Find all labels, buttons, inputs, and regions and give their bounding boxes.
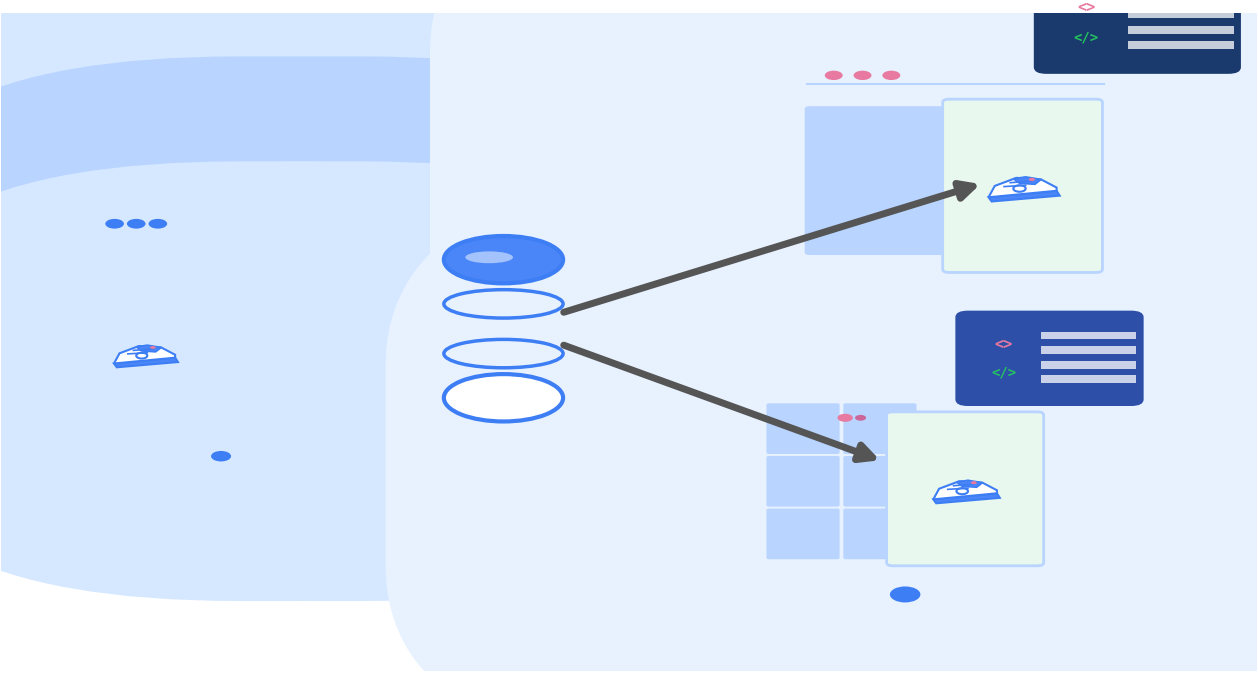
FancyBboxPatch shape: [386, 169, 1258, 673]
Circle shape: [838, 414, 853, 422]
Circle shape: [882, 71, 901, 80]
Bar: [1128, 0, 1234, 2]
FancyBboxPatch shape: [825, 288, 945, 320]
FancyBboxPatch shape: [766, 509, 839, 559]
FancyBboxPatch shape: [728, 598, 1082, 617]
Text: blog.example: blog.example: [874, 358, 1023, 378]
Circle shape: [150, 346, 156, 349]
Ellipse shape: [465, 252, 513, 263]
Text: <>: <>: [995, 337, 1013, 352]
Circle shape: [148, 219, 167, 229]
Circle shape: [889, 586, 921, 602]
Bar: [1128, 26, 1234, 34]
Polygon shape: [933, 481, 996, 499]
FancyBboxPatch shape: [0, 87, 741, 500]
Bar: [1128, 10, 1234, 18]
FancyBboxPatch shape: [766, 403, 839, 454]
Text: </>: </>: [1074, 31, 1099, 45]
FancyBboxPatch shape: [0, 11, 751, 436]
Circle shape: [938, 295, 972, 313]
Text: </>: </>: [991, 365, 1016, 380]
Ellipse shape: [444, 236, 564, 283]
Bar: [1042, 347, 1136, 354]
Circle shape: [971, 481, 976, 484]
Polygon shape: [114, 346, 175, 363]
Polygon shape: [1013, 177, 1042, 184]
Text: Shared
Storage: Shared Storage: [457, 457, 550, 500]
Bar: [1042, 332, 1136, 339]
FancyBboxPatch shape: [805, 106, 956, 255]
FancyBboxPatch shape: [766, 456, 839, 507]
Polygon shape: [114, 357, 177, 367]
FancyBboxPatch shape: [68, 277, 221, 435]
FancyBboxPatch shape: [966, 288, 1086, 320]
FancyBboxPatch shape: [738, 354, 1072, 577]
Text: news.example: news.example: [820, 647, 977, 667]
Bar: [1128, 41, 1234, 49]
Text: <>: <>: [1077, 0, 1096, 15]
FancyBboxPatch shape: [843, 456, 917, 507]
Polygon shape: [136, 345, 161, 352]
Circle shape: [127, 219, 146, 229]
FancyBboxPatch shape: [1034, 0, 1240, 74]
Bar: [1042, 375, 1136, 382]
FancyBboxPatch shape: [97, 445, 205, 468]
FancyBboxPatch shape: [915, 579, 1030, 610]
FancyBboxPatch shape: [780, 579, 896, 610]
Circle shape: [106, 219, 125, 229]
FancyBboxPatch shape: [0, 57, 741, 471]
FancyBboxPatch shape: [955, 311, 1144, 406]
Circle shape: [825, 71, 843, 80]
Polygon shape: [956, 481, 982, 487]
FancyBboxPatch shape: [0, 162, 741, 601]
FancyBboxPatch shape: [430, 0, 1258, 469]
Text: shoes.example: shoes.example: [138, 490, 303, 509]
FancyBboxPatch shape: [782, 40, 1128, 285]
Ellipse shape: [444, 374, 564, 421]
Circle shape: [211, 451, 231, 462]
Circle shape: [854, 71, 872, 80]
FancyBboxPatch shape: [843, 403, 917, 454]
FancyBboxPatch shape: [843, 509, 917, 559]
FancyBboxPatch shape: [887, 412, 1044, 566]
Circle shape: [855, 415, 866, 421]
Bar: [1042, 361, 1136, 369]
Circle shape: [1029, 178, 1035, 181]
Polygon shape: [933, 493, 1000, 503]
FancyBboxPatch shape: [771, 308, 1138, 329]
FancyBboxPatch shape: [0, 116, 741, 528]
FancyBboxPatch shape: [237, 445, 345, 468]
FancyBboxPatch shape: [0, 162, 672, 601]
Polygon shape: [989, 178, 1057, 197]
Bar: [444, 260, 564, 398]
Polygon shape: [989, 190, 1059, 201]
FancyBboxPatch shape: [942, 99, 1102, 273]
FancyBboxPatch shape: [40, 196, 403, 462]
